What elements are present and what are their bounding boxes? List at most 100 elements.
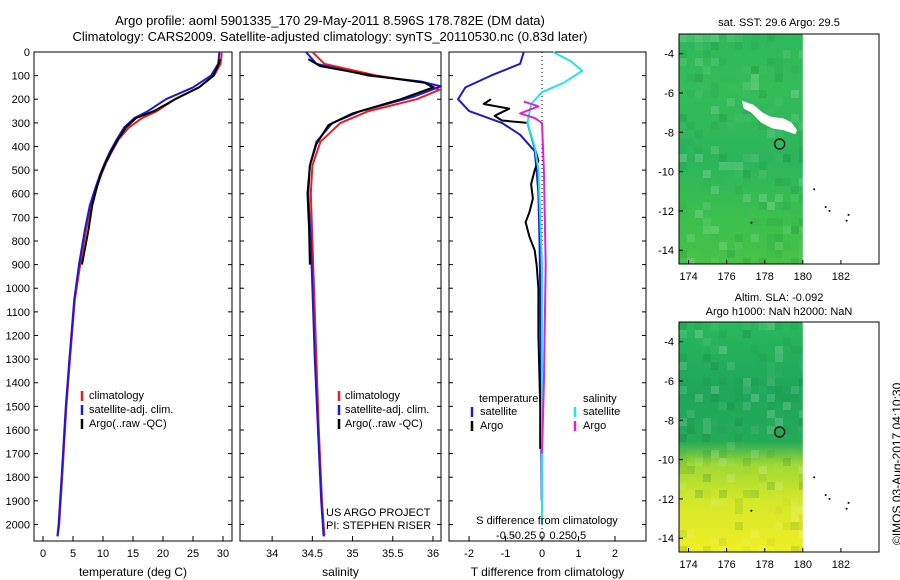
island-dot bbox=[750, 509, 753, 512]
map-y-tick-label: -10 bbox=[658, 167, 674, 179]
map-x-tick-label: 176 bbox=[717, 559, 735, 571]
map-x-tick-label: 178 bbox=[756, 559, 774, 571]
y-tick-label: 100 bbox=[12, 71, 30, 83]
secondary-tick-label: -0.5 bbox=[496, 530, 515, 542]
x-tick-label: 1 bbox=[575, 548, 581, 560]
series-line-salinity-satellite bbox=[526, 51, 584, 525]
legend-label: climatology bbox=[345, 390, 401, 402]
sla-map-panel: 174 176 178 180 182 -4 -6 -8 -10 -12 -14 Altim. SLA… bbox=[658, 292, 880, 571]
map-x-tick-label: 182 bbox=[832, 559, 850, 571]
map-x-tick-label: 176 bbox=[717, 271, 735, 283]
island-dot bbox=[813, 476, 816, 479]
x-tick-label: 0 bbox=[40, 548, 46, 560]
credit-text: ©IMOS 03-Aug-2017 04:10:30 bbox=[890, 382, 900, 545]
secondary-tick-label: 0.25 bbox=[550, 530, 571, 542]
title-line-1: Argo profile: aoml 5901335_170 29-May-20… bbox=[115, 13, 545, 28]
y-tick-label: 700 bbox=[12, 212, 30, 224]
y-tick-label: 1200 bbox=[6, 330, 30, 342]
y-tick-label: 1000 bbox=[6, 283, 30, 295]
field-heatmap bbox=[679, 34, 803, 264]
y-tick-label: 1500 bbox=[6, 401, 30, 413]
map-y-tick-label: -6 bbox=[664, 88, 674, 100]
series-line-temperature-argo bbox=[482, 98, 542, 449]
series-line-satellite-adj-clim- bbox=[305, 51, 442, 537]
argo-position-marker bbox=[774, 138, 786, 150]
series-line-climatology bbox=[56, 51, 223, 537]
y-tick-label: 1900 bbox=[6, 496, 30, 508]
map-y-tick-label: -8 bbox=[664, 415, 674, 427]
x-axis-label: salinity bbox=[322, 565, 359, 579]
map-title: sat. SST: 29.6 Argo: 29.5 bbox=[718, 17, 840, 29]
legend-label: satellite-adj. clim. bbox=[89, 404, 173, 416]
x-tick-label: 0 bbox=[539, 548, 545, 560]
map-x-tick-label: 180 bbox=[794, 271, 812, 283]
secondary-tick-label: -0.25 bbox=[511, 530, 536, 542]
legend-header-temperature: temperature bbox=[479, 393, 538, 405]
map-y-tick-label: -12 bbox=[658, 206, 674, 218]
x-tick-label: 36 bbox=[427, 548, 439, 560]
sst-map-panel: 174 176 178 180 182 -4 -6 -8 -10 -12 -14 sat. SST: … bbox=[658, 17, 880, 283]
y-tick-label: 1300 bbox=[6, 354, 30, 366]
y-tick-label: 300 bbox=[12, 118, 30, 130]
x-tick-label: 34 bbox=[266, 548, 278, 560]
y-tick-label: 1800 bbox=[6, 472, 30, 484]
map-x-tick-label: 174 bbox=[679, 271, 697, 283]
difference-profile-panel: -2 -1 0 1 2 T difference from climatology temp… bbox=[448, 51, 647, 579]
series-line-argo-raw-qc- bbox=[81, 58, 221, 265]
x-tick-label: -2 bbox=[464, 548, 474, 560]
legend-label: satellite bbox=[480, 406, 517, 418]
x-tick-label: 34.5 bbox=[302, 548, 323, 560]
project-note: PI: STEPHEN RISER bbox=[326, 520, 431, 532]
island-dot bbox=[847, 501, 850, 504]
map-y-tick-label: -4 bbox=[664, 49, 674, 61]
series-line-temperature-satellite bbox=[457, 51, 543, 501]
field-heatmap bbox=[679, 322, 803, 552]
island-dot bbox=[845, 507, 848, 510]
axes-layer: 0 5 10 15 20 25 300100200300400500600700800900… bbox=[6, 47, 647, 579]
legend-label: Argo(..raw -QC) bbox=[345, 418, 423, 430]
island-dot bbox=[824, 493, 827, 496]
y-tick-label: 800 bbox=[12, 236, 30, 248]
y-tick-label: 500 bbox=[12, 165, 30, 177]
y-tick-label: 400 bbox=[12, 141, 30, 153]
legend-label: Argo bbox=[583, 420, 606, 432]
y-tick-label: 0 bbox=[24, 47, 30, 59]
plot-frame bbox=[448, 51, 647, 542]
cloud-mask bbox=[741, 100, 798, 135]
series-line-salinity-argo bbox=[519, 100, 547, 454]
x-tick-label: 10 bbox=[97, 548, 109, 560]
x-axis-label: T difference from climatology bbox=[471, 565, 625, 579]
secondary-tick-label: 0 bbox=[539, 530, 545, 542]
y-tick-label: 900 bbox=[12, 260, 30, 272]
field-texture bbox=[679, 322, 803, 552]
legend-label: satellite-adj. clim. bbox=[345, 404, 429, 416]
map-y-tick-label: -10 bbox=[658, 455, 674, 467]
island-dot bbox=[828, 497, 831, 500]
map-title: Altim. SLA: -0.092 bbox=[735, 292, 824, 304]
x-tick-label: 35.5 bbox=[382, 548, 403, 560]
map-y-tick-label: -12 bbox=[658, 494, 674, 506]
x-tick-label: 20 bbox=[157, 548, 169, 560]
map-x-tick-label: 174 bbox=[679, 559, 697, 571]
title-line-2: Climatology: CARS2009. Satellite-adjuste… bbox=[72, 29, 588, 44]
x-tick-label: -1 bbox=[501, 548, 511, 560]
legend-label: Argo bbox=[480, 420, 503, 432]
plot-frame bbox=[239, 51, 442, 542]
temperature-profile-panel: 0 5 10 15 20 25 300100200300400500600700800900… bbox=[6, 47, 233, 579]
salinity-profile-panel: 34 34.5 35 35.5 36 salinity climatology satelli… bbox=[239, 51, 442, 579]
map-x-tick-label: 182 bbox=[832, 271, 850, 283]
legend-label: satellite bbox=[583, 406, 620, 418]
x-tick-label: 35 bbox=[346, 548, 358, 560]
legend-header-salinity: salinity bbox=[583, 393, 617, 405]
map-frame bbox=[678, 321, 880, 553]
island-dot bbox=[824, 205, 827, 208]
map-y-tick-label: -8 bbox=[664, 127, 674, 139]
legend-label: climatology bbox=[89, 390, 145, 402]
x-tick-label: 25 bbox=[187, 548, 199, 560]
map-frame bbox=[678, 33, 880, 265]
argo-position-marker bbox=[774, 426, 786, 438]
y-tick-label: 1100 bbox=[6, 307, 30, 319]
island-dot bbox=[813, 188, 816, 191]
x-tick-label: 5 bbox=[70, 548, 76, 560]
